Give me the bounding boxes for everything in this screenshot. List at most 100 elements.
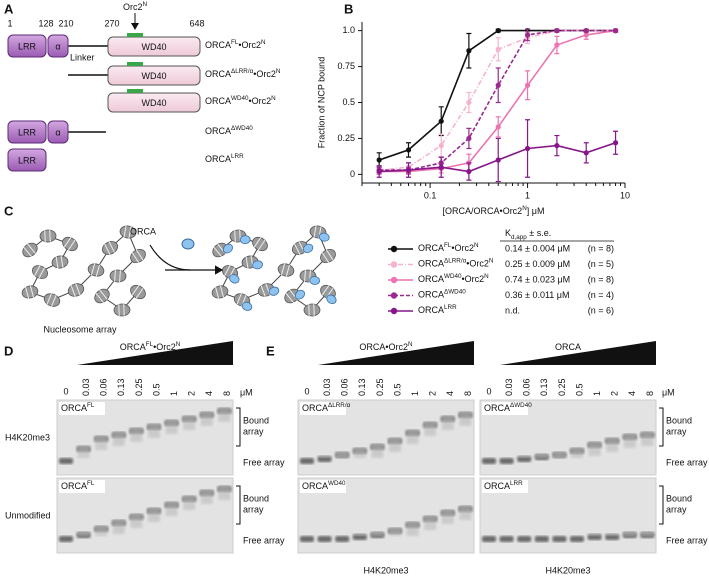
construct-label: ORCAΔWD40 xyxy=(205,125,253,136)
nucleosome-wrap xyxy=(308,303,315,317)
smear xyxy=(606,438,619,452)
orca-protein xyxy=(302,243,314,254)
lane-label: 0.13 xyxy=(116,378,126,396)
smear xyxy=(588,534,601,536)
bracket xyxy=(659,485,664,525)
lane-label: 0 xyxy=(63,386,68,396)
smear xyxy=(77,532,90,536)
linker-label: Linker xyxy=(70,52,95,62)
smear xyxy=(406,522,419,536)
orca-label: ORCA xyxy=(130,226,156,236)
superscript: ΔLRR/α xyxy=(231,68,254,75)
text-part: ORCA xyxy=(418,243,444,253)
text-part: ORCA xyxy=(205,126,231,136)
smear xyxy=(571,448,583,458)
nucleosome-wrap xyxy=(321,249,334,263)
superscript: N xyxy=(142,1,147,8)
nucleosome xyxy=(43,293,61,307)
data-point xyxy=(495,82,501,88)
nucleosome xyxy=(94,288,110,304)
nucleosome xyxy=(252,236,268,252)
orc2-binding-site xyxy=(127,33,143,37)
smear xyxy=(165,420,178,434)
unit-label: μM xyxy=(240,387,253,397)
smear xyxy=(95,436,108,450)
dna xyxy=(29,231,139,311)
lane-label: 2 xyxy=(187,391,197,396)
lane-label: 0.06 xyxy=(99,378,109,396)
domain-box xyxy=(107,92,201,113)
text-part: Orc2 xyxy=(123,2,143,12)
text-part: •Orc2 xyxy=(253,69,276,79)
domain-box xyxy=(7,120,47,144)
band xyxy=(59,458,73,464)
smear xyxy=(112,520,125,534)
concentration-wedge xyxy=(77,341,233,365)
data-point xyxy=(495,157,501,163)
lane-label: 0.25 xyxy=(375,378,385,396)
text-part: •Orc2 xyxy=(249,96,272,106)
data-point xyxy=(466,168,472,175)
data-point xyxy=(554,42,560,48)
kd-rest: ± s.e. xyxy=(527,228,551,238)
lane-label: 1 xyxy=(410,391,420,396)
row-label: H4K20me3 xyxy=(5,432,50,442)
text-part: ORCA xyxy=(120,342,146,352)
nucleosome-wrap xyxy=(46,293,57,307)
legend-marker xyxy=(390,276,398,284)
nucleosome-body xyxy=(21,285,39,299)
superscript: ΔWD40 xyxy=(231,125,253,132)
data-point xyxy=(495,124,501,130)
lane-label: 8 xyxy=(222,391,232,396)
smear xyxy=(336,452,349,458)
nucleosome-wrap xyxy=(118,303,125,317)
superscript: LRR xyxy=(444,304,457,311)
data-point xyxy=(524,82,531,88)
concentration-wedge xyxy=(500,341,656,365)
superscript: N xyxy=(474,242,479,249)
band xyxy=(300,458,314,464)
smear xyxy=(371,532,384,536)
panel-label: C xyxy=(4,203,14,218)
orca-protein xyxy=(222,243,233,254)
superscript: ΔLRR/α xyxy=(328,402,351,409)
data-point xyxy=(438,118,444,124)
nucleosome xyxy=(113,303,131,317)
bracket xyxy=(236,407,241,447)
residue-number: 210 xyxy=(58,18,73,28)
n-value: (n = 5) xyxy=(588,259,614,269)
nucleosome-wrap xyxy=(63,237,76,251)
gel-label: ORCAWD40 xyxy=(302,480,346,491)
text-part: ORCA xyxy=(484,481,510,491)
lane-label: 0 xyxy=(304,386,309,396)
lane-label: 8 xyxy=(463,391,473,396)
text-part: •Orc2 xyxy=(462,274,485,284)
smear xyxy=(406,430,419,444)
residue-number: 270 xyxy=(104,18,119,28)
smear xyxy=(183,496,196,510)
legend-label: ORCAΔWD40 xyxy=(418,289,466,300)
gel-label: ORCAΔWD40 xyxy=(484,402,532,413)
lane-label: 2 xyxy=(428,391,438,396)
smear xyxy=(77,446,90,458)
lane-label: 0.03 xyxy=(322,378,332,396)
text-part: ORCA xyxy=(61,403,87,413)
nucleosome-wrap xyxy=(114,269,121,283)
nucleosome xyxy=(211,285,229,299)
bound-label: array xyxy=(243,504,264,514)
gel-label-bg xyxy=(482,402,528,415)
nucleosome xyxy=(299,269,321,285)
smear xyxy=(148,424,160,438)
y-axis-label: Fraction of NCP bound xyxy=(316,57,326,148)
orca-protein xyxy=(229,274,240,284)
bound-label: Bound xyxy=(243,415,269,425)
legend-label: ORCAΔLRR/α•Orc2N xyxy=(418,258,494,269)
nucleosome xyxy=(22,242,38,258)
nucleosome-wrap xyxy=(131,285,144,299)
text-part: ORCA xyxy=(302,403,328,413)
nucleosome-body xyxy=(94,288,110,304)
smear xyxy=(424,422,437,436)
smear xyxy=(130,514,143,528)
text-part: •Orc2 xyxy=(466,259,489,269)
superscript: N xyxy=(489,258,494,265)
